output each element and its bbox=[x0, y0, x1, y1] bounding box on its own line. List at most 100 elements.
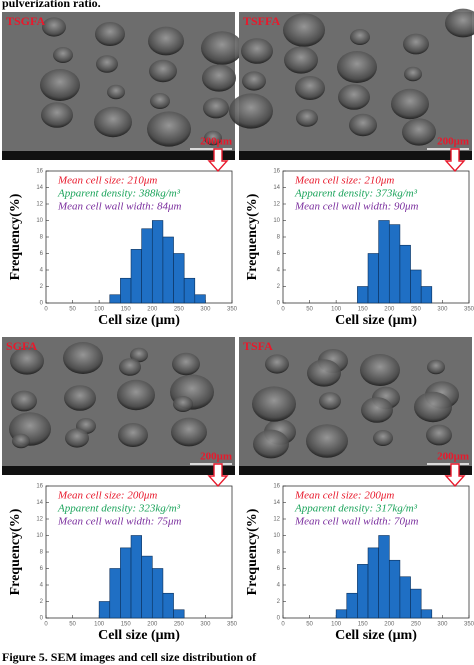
arrow bbox=[207, 148, 229, 173]
y-tick-label: 10 bbox=[36, 533, 43, 539]
pore bbox=[173, 396, 193, 412]
histogram-bar bbox=[420, 286, 433, 304]
annotation: Apparent density: 317kg/m³ bbox=[294, 503, 418, 515]
pore bbox=[202, 64, 236, 92]
pore bbox=[107, 84, 125, 100]
histogram-bar bbox=[109, 568, 121, 619]
pore bbox=[94, 106, 132, 138]
pore bbox=[404, 66, 422, 82]
x-tick-label: 0 bbox=[44, 622, 48, 628]
y-axis-label: Frequency(%) bbox=[8, 193, 23, 280]
annotation: Mean cell wall width: 90μm bbox=[294, 201, 419, 213]
pore bbox=[171, 417, 207, 447]
x-tick-label: 250 bbox=[174, 307, 185, 313]
info-bar bbox=[239, 151, 472, 160]
pore bbox=[252, 386, 296, 422]
histogram-bar bbox=[420, 609, 433, 619]
pore bbox=[338, 84, 370, 110]
x-tick-label: 350 bbox=[464, 307, 474, 313]
x-tick-label: 350 bbox=[227, 622, 238, 628]
pore bbox=[307, 359, 341, 387]
pore bbox=[427, 359, 445, 375]
x-tick-label: 250 bbox=[411, 307, 422, 313]
x-axis-label: Cell size (μm) bbox=[98, 313, 180, 328]
pore bbox=[445, 8, 474, 38]
scale-bar-label: 200μm bbox=[200, 451, 232, 463]
pore bbox=[403, 33, 429, 55]
histogram-bar bbox=[410, 269, 422, 304]
y-tick-label: 2 bbox=[277, 284, 281, 290]
image-label: TSFA bbox=[243, 339, 273, 353]
y-tick-label: 16 bbox=[273, 169, 280, 175]
y-tick-label: 6 bbox=[40, 566, 44, 572]
y-axis-label: Frequency(%) bbox=[245, 193, 260, 280]
x-tick-label: 200 bbox=[147, 307, 158, 313]
pore bbox=[349, 113, 377, 137]
pore bbox=[42, 17, 66, 37]
annotation: Mean cell size: 200μm bbox=[294, 490, 394, 502]
y-tick-label: 14 bbox=[36, 500, 43, 506]
annotation: Apparent density: 388kg/m³ bbox=[57, 188, 181, 200]
pore bbox=[350, 29, 370, 45]
y-tick-label: 8 bbox=[40, 550, 44, 556]
pore bbox=[53, 47, 73, 63]
pore bbox=[119, 358, 141, 376]
histogram-bar bbox=[378, 535, 390, 619]
histogram-bar bbox=[151, 568, 164, 619]
x-tick-label: 300 bbox=[437, 307, 448, 313]
annotation: Mean cell wall width: 70μm bbox=[294, 516, 419, 528]
pore bbox=[149, 59, 177, 83]
y-tick-label: 10 bbox=[273, 218, 280, 224]
annotation: Mean cell size: 210μm bbox=[57, 175, 157, 187]
arrow bbox=[444, 463, 466, 488]
x-tick-label: 0 bbox=[281, 622, 285, 628]
histogram-bar bbox=[367, 547, 379, 619]
x-tick-label: 150 bbox=[121, 307, 132, 313]
pore bbox=[283, 13, 325, 47]
y-tick-label: 4 bbox=[40, 268, 44, 274]
scale-bar-label: 200μm bbox=[437, 136, 469, 148]
pore bbox=[172, 352, 200, 376]
x-tick-label: 150 bbox=[358, 307, 369, 313]
pore bbox=[426, 424, 452, 446]
y-tick-label: 14 bbox=[36, 185, 43, 191]
histogram-bar bbox=[346, 592, 358, 619]
y-tick-label: 12 bbox=[273, 202, 280, 208]
annotation: Apparent density: 323kg/m³ bbox=[57, 503, 181, 515]
histogram-bar bbox=[130, 535, 142, 619]
info-bar bbox=[2, 466, 235, 475]
scale-bar-label: 200μm bbox=[437, 451, 469, 463]
pore bbox=[64, 385, 96, 411]
y-tick-label: 8 bbox=[277, 550, 281, 556]
histogram-bar bbox=[357, 564, 369, 619]
y-tick-label: 2 bbox=[40, 599, 44, 605]
pore bbox=[306, 424, 348, 458]
x-tick-label: 100 bbox=[331, 307, 342, 313]
image-label: TSFFA bbox=[243, 14, 280, 28]
pore bbox=[95, 22, 125, 46]
pore bbox=[130, 347, 148, 363]
x-tick-label: 250 bbox=[411, 622, 422, 628]
x-tick-label: 350 bbox=[227, 307, 238, 313]
y-tick-label: 14 bbox=[273, 500, 280, 506]
y-tick-label: 16 bbox=[36, 484, 43, 490]
x-tick-label: 200 bbox=[384, 307, 395, 313]
pore bbox=[117, 379, 155, 411]
x-tick-label: 300 bbox=[200, 307, 211, 313]
histogram-bar bbox=[120, 277, 132, 304]
arrow bbox=[444, 148, 466, 173]
pore bbox=[118, 423, 148, 447]
pore bbox=[148, 26, 184, 56]
annotation: Mean cell wall width: 75μm bbox=[57, 516, 182, 528]
histogram-bar bbox=[141, 555, 153, 619]
info-bar bbox=[239, 466, 472, 475]
y-tick-label: 2 bbox=[277, 599, 281, 605]
y-axis-label: Frequency(%) bbox=[245, 508, 260, 595]
histogram-bar bbox=[378, 220, 390, 304]
image-label: TSGFA bbox=[6, 14, 45, 28]
y-tick-label: 14 bbox=[273, 185, 280, 191]
pore bbox=[147, 111, 191, 147]
pore bbox=[319, 392, 341, 410]
x-tick-label: 300 bbox=[200, 622, 211, 628]
